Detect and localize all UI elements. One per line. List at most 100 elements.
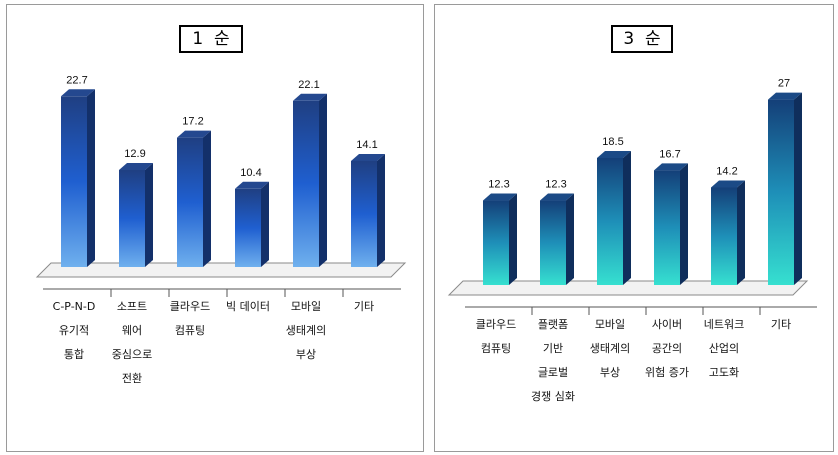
bar-top — [119, 162, 153, 170]
category-label-line: 산업의 — [708, 342, 740, 355]
chart-panel-rank-1: 1 순 22.7 12.9 17.2 10.4 22.1 14.1 C-P-N-D 유기적 통… — [6, 4, 424, 452]
bar-front — [235, 188, 261, 267]
bar-top — [235, 181, 269, 189]
category-label-line: 유기적 — [58, 324, 90, 337]
bar-side — [737, 180, 745, 285]
bar — [540, 193, 574, 285]
category-label: 기타 — [335, 295, 393, 319]
category-label-line: 부상 — [295, 348, 317, 361]
bar-front — [119, 169, 145, 267]
bar-top — [654, 163, 688, 171]
bar-side — [680, 163, 688, 285]
category-label-line: 중심으로 — [111, 348, 153, 361]
category-label-line: 웨어 — [121, 324, 143, 337]
category-label-line: 기타 — [770, 318, 792, 331]
chart-floor — [35, 262, 407, 278]
category-label-line: 생태계의 — [285, 324, 327, 337]
data-label: 22.1 — [298, 79, 319, 91]
category-label-line: 생태계의 — [589, 342, 631, 355]
bar-top — [293, 93, 327, 101]
bar — [654, 163, 688, 285]
category-label-line: 소프트 — [116, 300, 148, 313]
category-label-line: 빅 데이터 — [226, 300, 270, 313]
bar-top — [351, 153, 385, 161]
category-label-line: C-P-N-D — [52, 300, 96, 313]
data-label: 12.9 — [124, 148, 145, 160]
bar-chart-rank-3: 12.3 12.3 18.5 16.7 14.2 27 — [447, 78, 817, 315]
category-label-line: 공간의 — [651, 342, 683, 355]
bar-top — [768, 92, 802, 100]
bar-front — [654, 170, 680, 285]
chart-title: 1 순 — [179, 25, 243, 53]
bar — [483, 193, 517, 285]
bar-top — [61, 89, 95, 97]
data-label: 27 — [778, 78, 790, 90]
bar-side — [203, 130, 211, 267]
bar-front — [351, 160, 377, 267]
bar-front — [483, 200, 509, 285]
bar-front — [293, 100, 319, 267]
category-label-line: 플랫폼 — [537, 318, 569, 331]
bar-side — [623, 150, 631, 285]
bar — [711, 180, 745, 285]
data-label: 12.3 — [488, 179, 509, 191]
bar-front — [597, 157, 623, 285]
bar-top — [597, 150, 631, 158]
category-label-line: 네트워크 — [703, 318, 745, 331]
category-label-line: 컴퓨팅 — [174, 324, 206, 337]
category-label: 사이버 공간의 위험 증가 — [639, 313, 695, 385]
bar-front — [768, 99, 794, 285]
bar — [61, 89, 95, 268]
category-label-line: 통합 — [63, 348, 85, 361]
bar-side — [794, 92, 802, 285]
category-label: 기타 — [753, 313, 809, 337]
category-label-line: 모바일 — [594, 318, 626, 331]
data-label: 14.2 — [716, 165, 737, 177]
chart-panel-rank-3: 3 순 12.3 12.3 18.5 16.7 14.2 27 클라우드 컴퓨팅 플랫폼 기반 글… — [434, 4, 834, 452]
data-label: 17.2 — [182, 116, 203, 128]
category-label-line: 클라우드 — [169, 300, 211, 313]
category-label-line: 모바일 — [290, 300, 322, 313]
bar-side — [145, 162, 153, 267]
bar-top — [177, 130, 211, 138]
bar — [768, 92, 802, 285]
data-label: 10.4 — [240, 167, 261, 179]
category-label-line: 기반 — [542, 342, 564, 355]
data-label: 18.5 — [602, 136, 623, 148]
bar-side — [566, 193, 574, 285]
bar — [235, 181, 269, 267]
bar-front — [711, 187, 737, 285]
category-label-line: 부상 — [599, 366, 621, 379]
data-label: 16.7 — [659, 148, 680, 160]
bar-side — [509, 193, 517, 285]
bar — [177, 130, 211, 267]
category-label: 클라우드 컴퓨팅 — [468, 313, 524, 361]
category-label-line: 전환 — [121, 372, 143, 385]
bar-side — [87, 89, 95, 268]
category-label-line: 경쟁 심화 — [531, 390, 575, 403]
chart-title: 3 순 — [611, 25, 673, 53]
category-label-line: 기타 — [353, 300, 375, 313]
bar-top — [483, 193, 517, 201]
bar-top — [540, 193, 574, 201]
bar-chart-rank-1: 22.7 12.9 17.2 10.4 22.1 14.1 — [35, 74, 407, 297]
bar — [351, 153, 385, 267]
data-label: 14.1 — [356, 139, 377, 151]
bar — [597, 150, 631, 285]
bar-side — [377, 153, 385, 267]
bar-front — [177, 137, 203, 267]
category-label-line: 컴퓨팅 — [480, 342, 512, 355]
bar-side — [261, 181, 269, 267]
data-label: 12.3 — [545, 179, 566, 191]
category-label-line: 고도화 — [708, 366, 740, 379]
category-label-line: 글로벌 — [537, 366, 569, 379]
bar — [293, 93, 327, 267]
category-label: 빅 데이터 — [219, 295, 277, 319]
category-label-line: 위험 증가 — [645, 366, 689, 379]
